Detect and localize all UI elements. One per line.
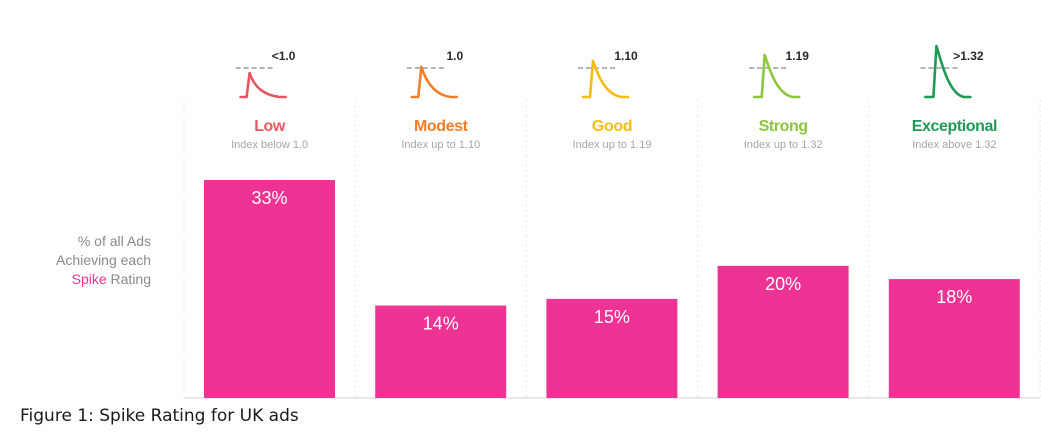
spike-icon — [581, 59, 630, 99]
y-axis-label-line1: % of all Ads — [77, 233, 151, 249]
bar — [888, 279, 1020, 398]
y-axis-label-rating: Rating — [110, 271, 151, 287]
category-subtitle: Index below 1.0 — [231, 139, 308, 151]
data-label: 33% — [251, 188, 287, 208]
data-label: 15% — [594, 307, 630, 327]
figure-caption: Figure 1: Spike Rating for UK ads — [20, 406, 299, 426]
spike-icon — [924, 44, 972, 99]
data-label: 14% — [423, 314, 459, 334]
category-subtitle: Index above 1.32 — [912, 139, 996, 151]
category-label: Good — [592, 118, 632, 135]
threshold-label: 1.10 — [614, 49, 638, 63]
category-label: Strong — [759, 118, 808, 135]
threshold-label: 1.0 — [446, 49, 463, 63]
category-label: Exceptional — [912, 118, 997, 135]
bar — [717, 265, 849, 398]
y-axis-label: % of all Ads Achieving each Spike Rating — [18, 232, 151, 289]
threshold-label: <1.0 — [272, 49, 296, 63]
category-subtitle: Index up to 1.32 — [744, 139, 823, 151]
spike-icon — [239, 71, 287, 99]
y-axis-label-line2: Achieving each — [56, 252, 151, 268]
category-label: Low — [254, 118, 286, 135]
category-subtitle: Index up to 1.19 — [573, 139, 652, 151]
category-label: Modest — [414, 118, 469, 135]
threshold-label: >1.32 — [953, 49, 984, 63]
spike-icon — [410, 65, 459, 99]
y-axis-label-spike: Spike — [71, 271, 107, 287]
category-subtitle: Index up to 1.10 — [401, 139, 480, 151]
bar — [546, 298, 678, 398]
bar — [375, 305, 507, 398]
bar — [204, 180, 335, 398]
data-label: 20% — [765, 274, 801, 294]
data-label: 18% — [936, 287, 972, 307]
spike-icon — [752, 53, 801, 99]
threshold-label: 1.19 — [786, 49, 810, 63]
